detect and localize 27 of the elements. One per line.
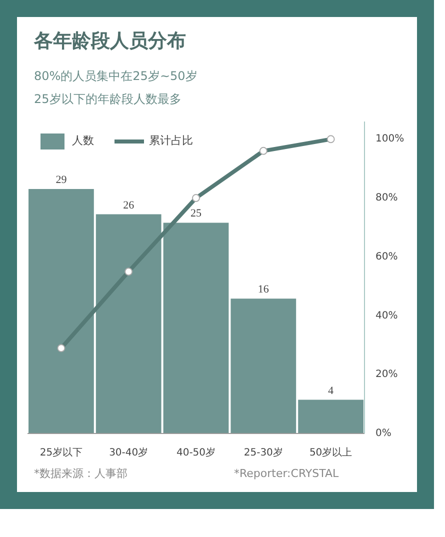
bar xyxy=(28,188,94,434)
y2-tick-label: 20% xyxy=(376,368,398,380)
legend-label: 人数 xyxy=(72,133,94,148)
data-label: 29 xyxy=(56,174,68,186)
chart-subtitle: 80%的人员集中在25岁~50岁 25岁以下的年龄段人数最多 xyxy=(34,68,198,108)
y2-tick-label: 0% xyxy=(376,428,392,439)
data-label: 4 xyxy=(328,384,334,397)
chart-title: 各年龄段人员分布 xyxy=(34,29,186,54)
y2-tick-label: 80% xyxy=(376,192,398,204)
y2-tick-label: 100% xyxy=(376,133,404,144)
x-tick-label: 50岁以上 xyxy=(309,446,352,458)
data-label: 25 xyxy=(190,207,202,220)
x-tick-label: 40-50岁 xyxy=(176,446,216,458)
legend-label: 累计占比 xyxy=(149,133,193,148)
bar xyxy=(230,298,296,434)
data-label: 26 xyxy=(123,198,135,211)
text: *Reporter:CRYSTAL xyxy=(234,466,339,482)
y2-tick-label: 60% xyxy=(376,251,398,262)
text: *数据来源：人事部 xyxy=(34,466,128,482)
bar xyxy=(163,222,229,434)
x-tick-label: 30-40岁 xyxy=(109,446,148,458)
x-tick-label: 25-30岁 xyxy=(244,446,283,458)
data-label: 16 xyxy=(258,283,270,296)
y2-tick-label: 40% xyxy=(376,310,398,321)
bar xyxy=(298,400,364,434)
x-tick-label: 25岁以下 xyxy=(40,446,83,458)
bar xyxy=(96,214,162,434)
